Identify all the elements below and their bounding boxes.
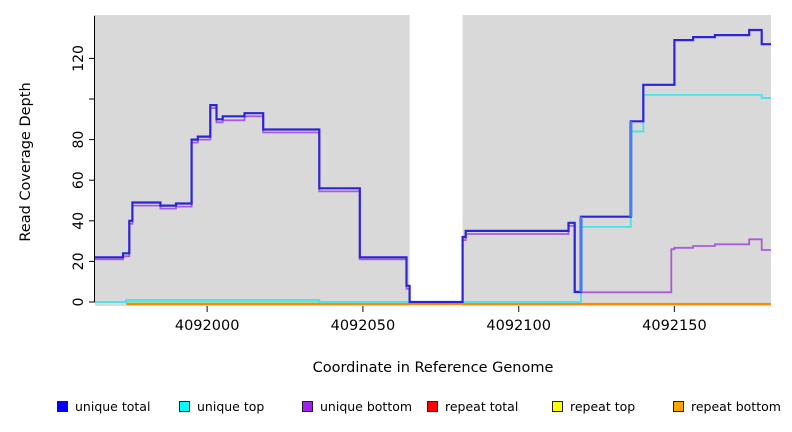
legend-swatch-repeat-top [552,400,563,412]
x-tick-label: 4092050 [331,318,396,334]
unique-top-line [95,93,771,303]
unique-total-line [95,28,771,304]
legend-item-unique-bottom: unique bottom [302,396,412,416]
x-tick-label: 4092150 [642,318,707,334]
legend-swatch-unique-total [57,400,68,412]
legend: unique total unique top unique bottom repea… [0,396,792,420]
y-tick-label: 120 [71,45,87,72]
y-tick-label: 40 [71,212,87,230]
legend-swatch-repeat-bottom [673,400,684,412]
legend-item-unique-top: unique top [179,396,264,416]
legend-item-repeat-bottom: repeat bottom [673,396,781,416]
y-tick-label: 0 [71,298,87,307]
y-tick-label: 20 [71,252,87,270]
legend-item-unique-total: unique total [57,396,150,416]
coverage-gap-band [409,15,463,306]
legend-label: unique total [75,398,151,414]
legend-label: unique top [197,398,265,414]
legend-item-repeat-total: repeat total [427,396,518,416]
y-tick-label: 60 [71,171,87,189]
legend-swatch-unique-bottom [302,400,313,412]
x-tick-label: 4092100 [486,318,551,334]
x-axis-title: Coordinate in Reference Genome [312,360,554,376]
legend-swatch-unique-top [179,400,190,412]
legend-label: repeat total [445,398,519,414]
x-tick-label: 4092000 [175,318,240,334]
legend-label: unique bottom [320,398,413,414]
legend-item-repeat-top: repeat top [552,396,635,416]
legend-swatch-repeat-total [427,400,438,412]
unique-bottom-line [95,107,771,303]
legend-label: repeat top [570,398,636,414]
legend-label: repeat bottom [691,398,781,414]
y-tick-label: 80 [71,131,87,149]
y-axis-title: Read Coverage Depth [18,82,34,242]
